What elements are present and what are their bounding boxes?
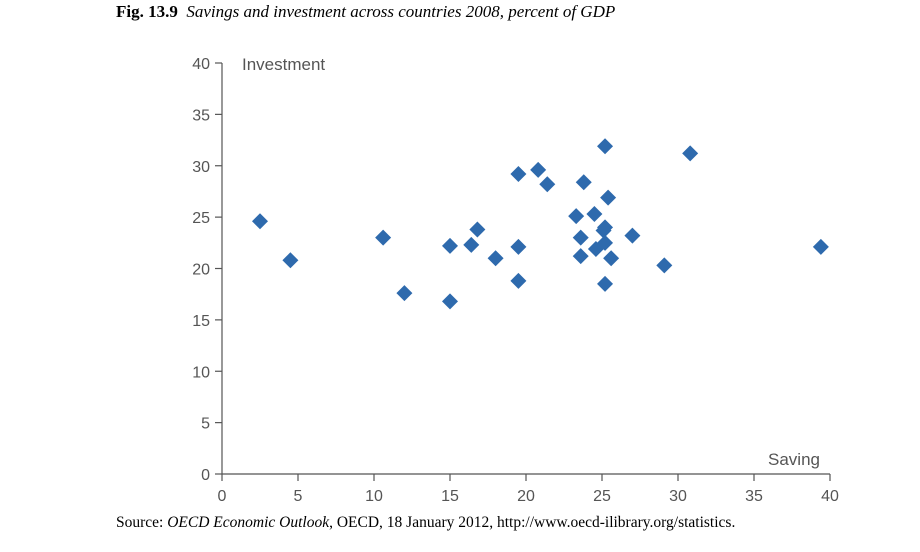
y-tick-label: 35 [192,107,210,124]
y-tick-label: 40 [192,56,210,73]
data-point [656,257,673,274]
source-prefix: Source: [116,514,168,531]
x-axis-title: Saving [768,450,820,469]
figure-number: Fig. 13.9 [116,2,178,21]
data-point [469,221,486,238]
data-point [624,227,641,244]
data-point [282,252,299,269]
data-point [575,174,592,191]
source-details: , OECD, 18 January 2012, http://www.oecd… [329,514,736,531]
data-point [539,176,556,193]
data-point [442,293,458,310]
y-axis-title: Investment [242,55,325,74]
data-point [510,238,527,255]
data-point [597,234,614,251]
data-point [597,275,614,292]
data-point [442,237,458,254]
y-tick-label: 25 [192,210,210,227]
data-point [812,238,829,255]
data-point [463,236,480,253]
x-tick-label: 40 [821,488,839,505]
data-point [530,161,547,178]
x-tick-label: 25 [593,488,611,505]
x-tick-label: 5 [294,488,303,505]
chart-axes: 0 5 10 15 20 25 30 35 40 0 5 10 15 20 25 30 35 40 Investme… [192,55,839,505]
figure-title: Savings and investment across countries … [186,2,616,21]
y-tick-label: 5 [201,416,210,433]
data-point [510,165,527,182]
source-note: Source: OECD Economic Outlook, OECD, 18 … [116,514,735,532]
data-point [510,272,527,289]
y-tick-label: 0 [201,467,210,484]
y-tick-label: 10 [192,364,210,381]
data-point [586,206,603,223]
data-point [487,250,504,267]
data-point [682,145,699,162]
data-point [568,208,585,225]
data-point [572,229,589,246]
data-point [600,189,617,206]
data-point [597,219,614,236]
x-tick-label: 0 [218,488,227,505]
data-point [603,250,620,267]
x-tick-label: 35 [745,488,763,505]
y-tick-label: 20 [192,262,210,279]
data-point [572,248,589,265]
data-point [252,213,268,230]
source-publication: OECD Economic Outlook [167,514,330,531]
data-point [597,138,614,155]
data-point [396,285,413,302]
x-tick-label: 20 [517,488,535,505]
y-tick-label: 30 [192,159,210,176]
y-tick-label: 15 [192,313,210,330]
x-tick-label: 10 [365,488,383,505]
chart-points [252,138,829,310]
x-tick-label: 15 [441,488,459,505]
data-point [375,229,392,246]
figure-caption: Fig. 13.9 Savings and investment across … [116,2,615,22]
x-tick-label: 30 [669,488,687,505]
